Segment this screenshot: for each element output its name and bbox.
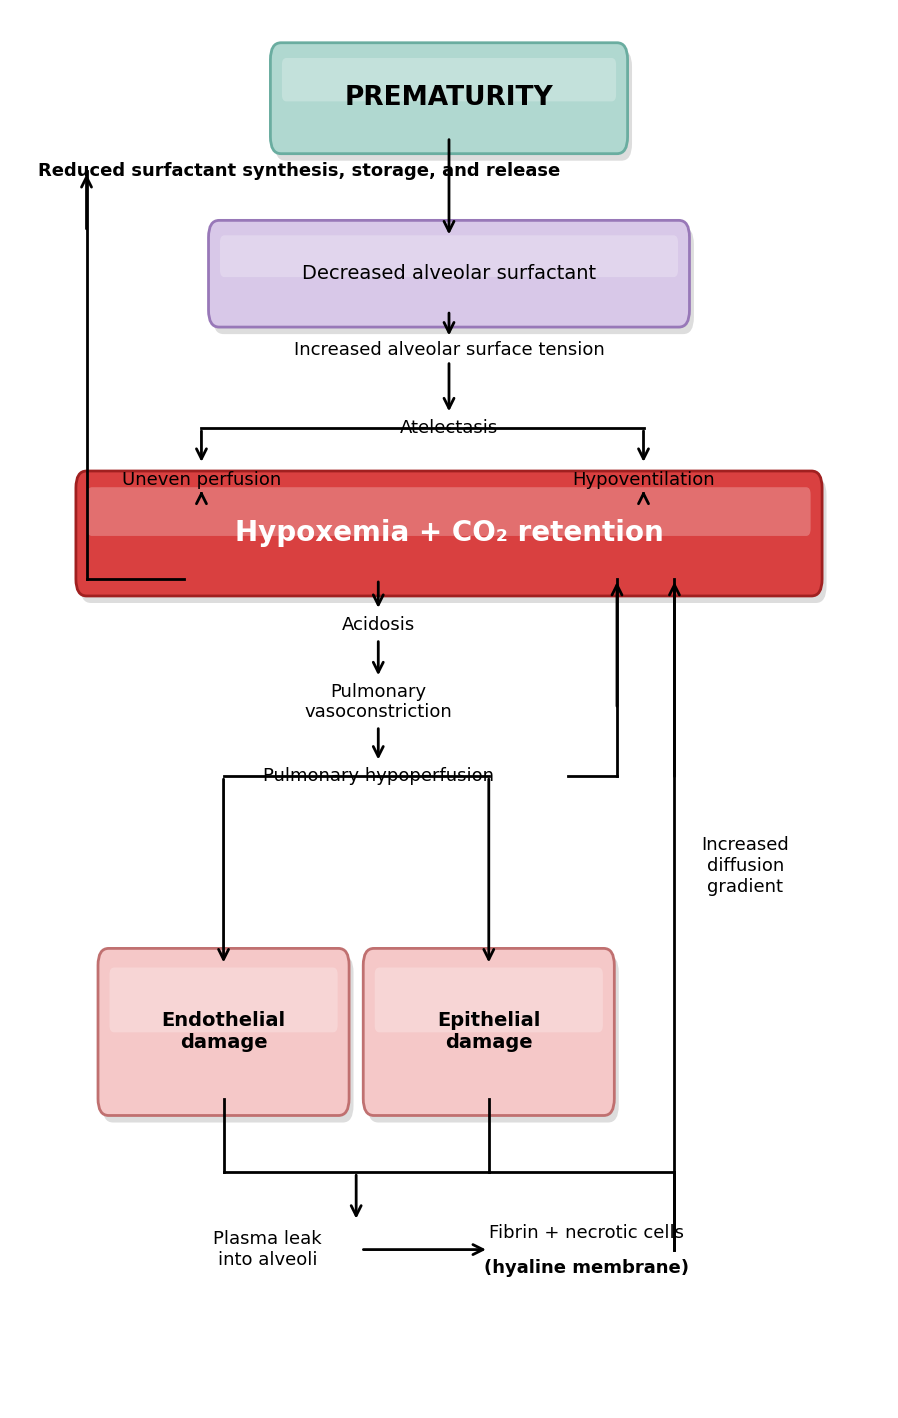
FancyBboxPatch shape bbox=[374, 967, 603, 1032]
Text: Increased
diffusion
gradient: Increased diffusion gradient bbox=[701, 837, 789, 896]
Text: (hyaline membrane): (hyaline membrane) bbox=[483, 1259, 689, 1276]
Text: Atelectasis: Atelectasis bbox=[400, 420, 498, 437]
Text: Epithelial
damage: Epithelial damage bbox=[437, 1011, 541, 1052]
Text: Uneven perfusion: Uneven perfusion bbox=[122, 471, 281, 489]
FancyBboxPatch shape bbox=[98, 949, 349, 1116]
FancyBboxPatch shape bbox=[76, 471, 822, 596]
FancyBboxPatch shape bbox=[213, 227, 694, 335]
Text: PREMATURITY: PREMATURITY bbox=[345, 85, 553, 111]
FancyBboxPatch shape bbox=[282, 58, 616, 101]
Text: Increased alveolar surface tension: Increased alveolar surface tension bbox=[294, 340, 604, 359]
FancyBboxPatch shape bbox=[275, 50, 632, 160]
Text: Endothelial
damage: Endothelial damage bbox=[162, 1011, 286, 1052]
Text: Acidosis: Acidosis bbox=[341, 615, 415, 634]
Text: Fibrin + necrotic cells: Fibrin + necrotic cells bbox=[489, 1224, 683, 1242]
Text: Pulmonary hypoperfusion: Pulmonary hypoperfusion bbox=[263, 767, 494, 786]
FancyBboxPatch shape bbox=[208, 220, 690, 328]
FancyBboxPatch shape bbox=[367, 956, 619, 1123]
FancyBboxPatch shape bbox=[110, 967, 338, 1032]
FancyBboxPatch shape bbox=[220, 235, 678, 277]
Text: Reduced surfactant synthesis, storage, and release: Reduced surfactant synthesis, storage, a… bbox=[38, 162, 560, 180]
Text: Decreased alveolar surfactant: Decreased alveolar surfactant bbox=[302, 264, 596, 284]
Text: Pulmonary
vasoconstriction: Pulmonary vasoconstriction bbox=[304, 682, 453, 722]
Text: Hypoxemia + CO₂ retention: Hypoxemia + CO₂ retention bbox=[234, 519, 664, 547]
FancyBboxPatch shape bbox=[87, 488, 811, 536]
Text: Plasma leak
into alveoli: Plasma leak into alveoli bbox=[214, 1231, 322, 1269]
Text: Hypoventilation: Hypoventilation bbox=[572, 471, 715, 489]
FancyBboxPatch shape bbox=[364, 949, 614, 1116]
FancyBboxPatch shape bbox=[270, 43, 628, 153]
FancyBboxPatch shape bbox=[80, 478, 826, 603]
FancyBboxPatch shape bbox=[102, 956, 354, 1123]
